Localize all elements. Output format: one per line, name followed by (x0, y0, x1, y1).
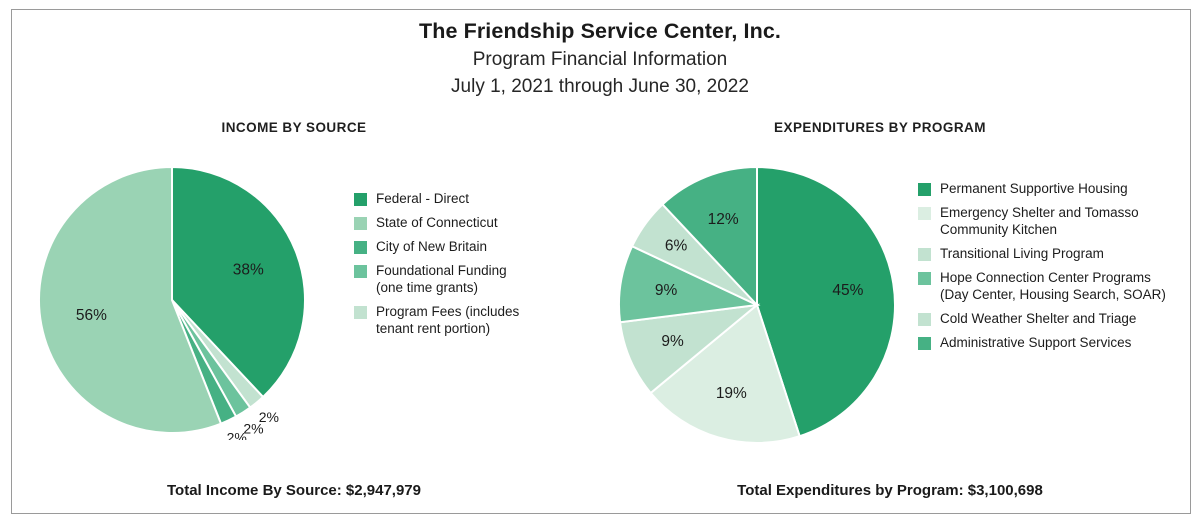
legend-item[interactable]: Hope Connection Center Programs (Day Cen… (918, 269, 1186, 303)
legend-swatch (354, 193, 367, 206)
pie-slice-label: 9% (655, 282, 678, 299)
income-total: Total Income By Source: $2,947,979 (167, 482, 421, 499)
legend-item[interactable]: Permanent Supportive Housing (918, 180, 1186, 197)
legend-swatch (918, 337, 931, 350)
pie-slice-label: 38% (233, 261, 264, 278)
header: The Friendship Service Center, Inc. Prog… (0, 18, 1200, 99)
legend-swatch (354, 306, 367, 319)
legend-label: City of New Britain (376, 239, 488, 254)
income-panel-heading: INCOME BY SOURCE (221, 120, 367, 135)
pie-slice-label: 56% (76, 307, 107, 324)
legend-label: State of Connecticut (376, 215, 498, 230)
legend-item[interactable]: Foundational Funding (one time grants) (354, 262, 569, 296)
legend-item[interactable]: Administrative Support Services (918, 334, 1186, 351)
expenditures-panel: EXPENDITURES BY PROGRAM 45% 19% 9% 9% 6% 12% … (600, 120, 1190, 460)
legend-label: Program Fees (includes tenant rent porti… (376, 304, 520, 336)
pie-slice (171, 165, 306, 399)
legend-item[interactable]: Transitional Living Program (918, 245, 1186, 262)
legend-label: Cold Weather Shelter and Triage (940, 311, 1137, 326)
expenditures-pie-chart: 45% 19% 9% 9% 6% 12% (612, 160, 902, 450)
legend-swatch (918, 313, 931, 326)
legend-label: Emergency Shelter and Tomasso Community … (940, 205, 1139, 237)
pie-slice (649, 303, 801, 444)
legend-label: Federal - Direct (376, 191, 470, 206)
report-period: July 1, 2021 through June 30, 2022 (451, 75, 749, 97)
legend-item[interactable]: City of New Britain (354, 238, 569, 255)
legend-label: Hope Connection Center Programs (Day Cen… (940, 270, 1166, 302)
legend-item[interactable]: Program Fees (includes tenant rent porti… (354, 303, 569, 337)
pie-slice-label: 45% (832, 282, 863, 299)
legend-item[interactable]: Cold Weather Shelter and Triage (918, 310, 1186, 327)
expenditures-total: Total Expenditures by Program: $3,100,69… (737, 482, 1043, 499)
legend-item[interactable]: Emergency Shelter and Tomasso Community … (918, 204, 1186, 238)
legend-swatch (918, 183, 931, 196)
legend-item[interactable]: State of Connecticut (354, 214, 569, 231)
pie-slice-label: 9% (661, 333, 684, 350)
income-pie-svg: 38%2%2%2%56% (38, 165, 306, 446)
pie-slice-label: 6% (665, 238, 688, 255)
legend-label: Foundational Funding (one time grants) (376, 263, 507, 295)
expenditures-legend: Permanent Supportive Housing Emergency Sh… (918, 180, 1186, 358)
legend-label: Permanent Supportive Housing (940, 181, 1128, 196)
legend-swatch (354, 217, 367, 230)
pie-slice (661, 165, 758, 308)
income-legend: Federal - Direct State of Connecticut City… (354, 190, 569, 344)
legend-item[interactable]: Federal - Direct (354, 190, 569, 207)
pie-slice-label: 19% (716, 385, 747, 402)
organization-title: The Friendship Service Center, Inc. (419, 19, 781, 43)
expenditures-pie-svg: 45% 19% 9% 9% 6% 12% (618, 165, 896, 444)
report-subtitle: Program Financial Information (472, 48, 728, 70)
pie-slice-label: 2% (243, 420, 263, 436)
legend-label: Transitional Living Program (940, 246, 1104, 261)
pie-slice-label: 12% (708, 211, 739, 228)
pie-slice-label: 2% (259, 409, 279, 425)
expenditures-panel-heading: EXPENDITURES BY PROGRAM (774, 120, 986, 135)
pie-slice (38, 165, 223, 434)
pie-slice (756, 165, 896, 438)
legend-swatch (354, 241, 367, 254)
legend-swatch (918, 272, 931, 285)
income-panel: INCOME BY SOURCE 38% 2% 2% 2% 56% Federal - … (14, 120, 594, 460)
legend-label: Administrative Support Services (940, 335, 1132, 350)
pie-slice-label: 2% (227, 430, 247, 440)
legend-swatch (354, 265, 367, 278)
legend-swatch (918, 248, 931, 261)
legend-swatch (918, 207, 931, 220)
income-pie-chart: 38% 2% 2% 2% 56% (32, 160, 312, 446)
